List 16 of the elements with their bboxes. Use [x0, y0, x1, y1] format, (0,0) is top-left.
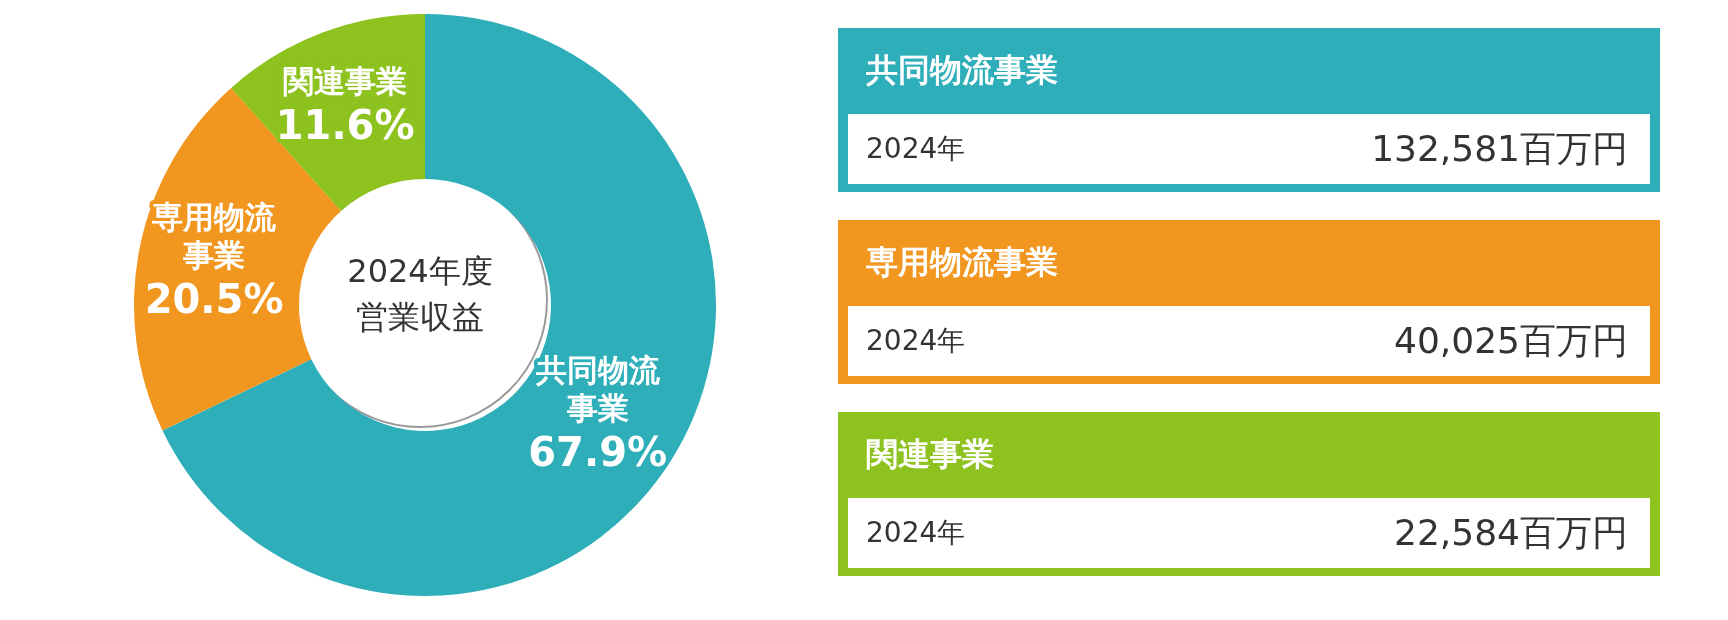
text: 2024年: [866, 515, 966, 551]
slice-label: 専用物流事業: [152, 198, 278, 273]
text: 2024年度営業収益: [346, 251, 494, 338]
data-label: 20.5%: [144, 275, 284, 322]
category-label: 関連事業: [865, 434, 995, 475]
text: 40,025百万円: [1394, 319, 1628, 361]
slice-label: 共同物流事業: [534, 351, 661, 426]
data-label: 67.9%: [528, 428, 668, 475]
text: 22,584百万円: [1394, 511, 1628, 553]
text: 2024年: [866, 131, 966, 167]
category-label: 専用物流事業: [865, 242, 1059, 283]
text: 2024年: [866, 323, 966, 359]
slice-label: 関連事業: [283, 62, 408, 99]
text: 132,581百万円: [1371, 127, 1628, 169]
data-label: 11.6%: [275, 101, 415, 148]
category-label: 共同物流事業: [865, 50, 1059, 91]
